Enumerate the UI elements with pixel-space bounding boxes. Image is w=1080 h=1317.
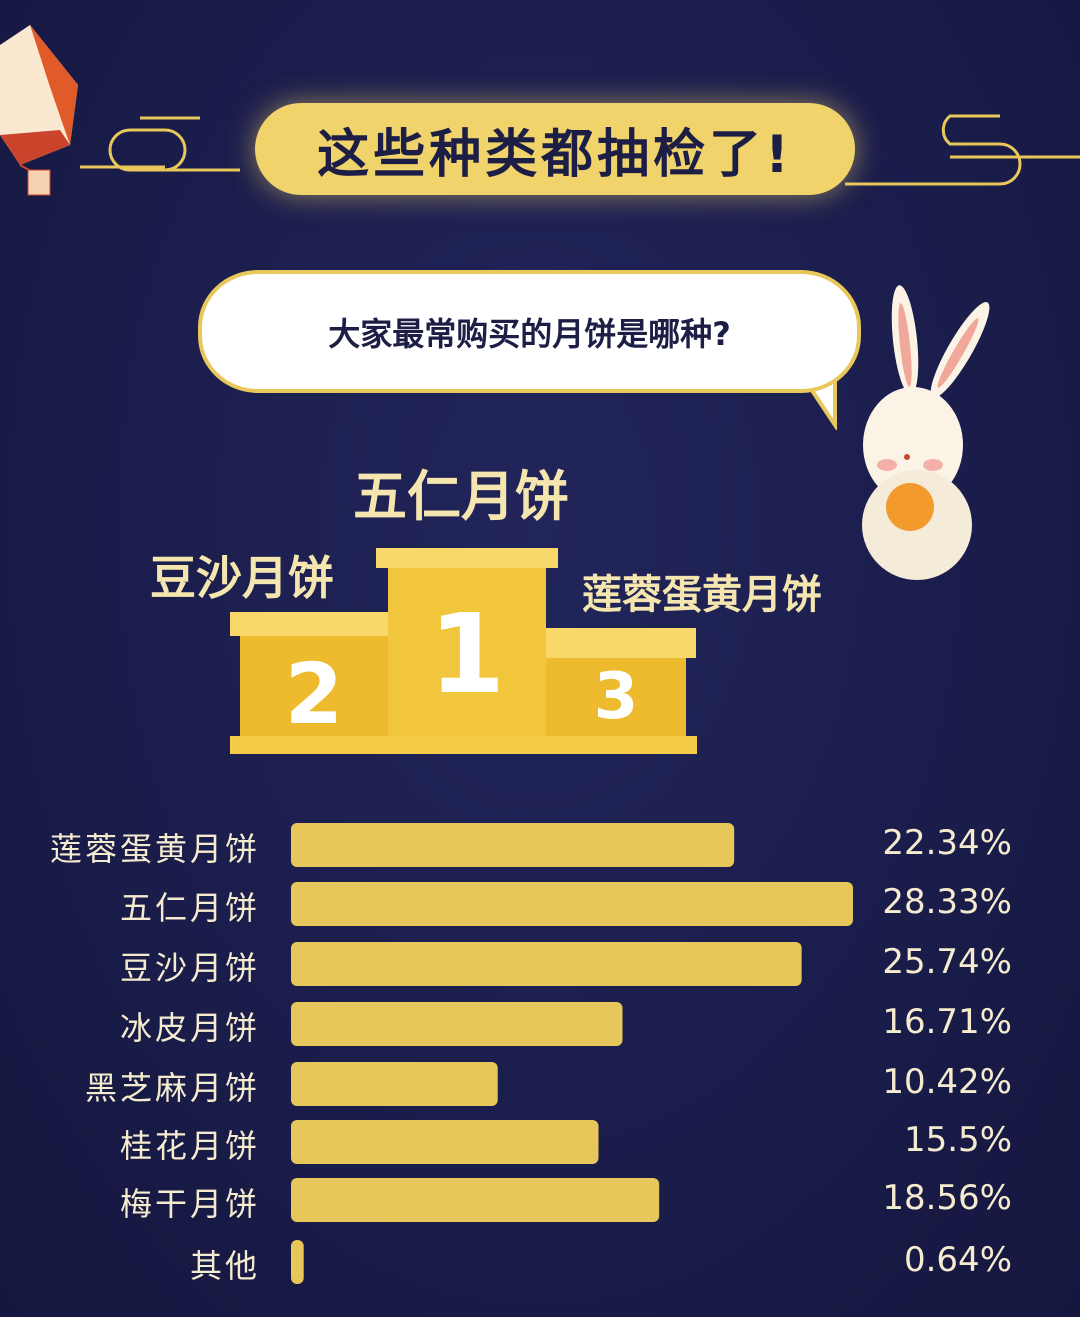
- bar: [291, 1178, 660, 1222]
- rabbit-illustration: [862, 285, 990, 580]
- podium-second-rank: 2: [284, 645, 344, 743]
- podium-first-top: [376, 548, 558, 568]
- podium-third-name: 莲蓉蛋黄月饼: [582, 572, 822, 618]
- podium-second-name: 豆沙月饼: [150, 551, 334, 605]
- bar: [291, 1062, 498, 1106]
- bar: [291, 1002, 623, 1046]
- cloud-scroll-left: [80, 116, 240, 172]
- podium-base: [230, 736, 697, 754]
- category-label: 其他: [189, 1247, 260, 1285]
- page-title: 这些种类都抽检了!: [317, 124, 793, 185]
- question-text: 大家最常购买的月饼是哪种?: [328, 314, 731, 353]
- podium-second-step: [240, 636, 388, 740]
- podium-first-name: 五仁月饼: [353, 465, 569, 528]
- value-label: 10.42%: [882, 1062, 1012, 1102]
- bar: [291, 823, 735, 867]
- category-label: 豆沙月饼: [119, 949, 260, 987]
- cloud-scroll-right: [845, 114, 1080, 186]
- podium-third-top: [546, 628, 696, 658]
- podium-second-top: [230, 612, 388, 636]
- title-banner: 这些种类都抽检了!: [255, 103, 855, 195]
- category-label: 冰皮月饼: [119, 1009, 260, 1047]
- bar: [291, 1120, 599, 1164]
- bar: [291, 882, 853, 926]
- lantern-icon: [0, 25, 78, 196]
- bar: [291, 1240, 304, 1284]
- category-label: 桂花月饼: [119, 1127, 260, 1165]
- category-label: 黑芝麻月饼: [84, 1069, 260, 1107]
- value-label: 22.34%: [882, 823, 1012, 863]
- category-label: 梅干月饼: [119, 1185, 260, 1223]
- value-label: 28.33%: [882, 882, 1012, 922]
- bar: [291, 942, 802, 986]
- speech-bubble: 大家最常购买的月饼是哪种?: [198, 270, 861, 393]
- podium-third-rank: 3: [593, 660, 639, 734]
- value-label: 25.74%: [882, 942, 1012, 982]
- podium-first-step: [388, 568, 546, 740]
- value-label: 18.56%: [882, 1178, 1012, 1218]
- podium-first-rank: 1: [428, 590, 506, 718]
- value-label: 16.71%: [882, 1002, 1012, 1042]
- podium-third-step: [546, 658, 686, 740]
- value-label: 0.64%: [903, 1240, 1012, 1280]
- value-label: 15.5%: [903, 1120, 1012, 1160]
- category-label: 莲蓉蛋黄月饼: [49, 830, 260, 868]
- category-label: 五仁月饼: [119, 889, 260, 927]
